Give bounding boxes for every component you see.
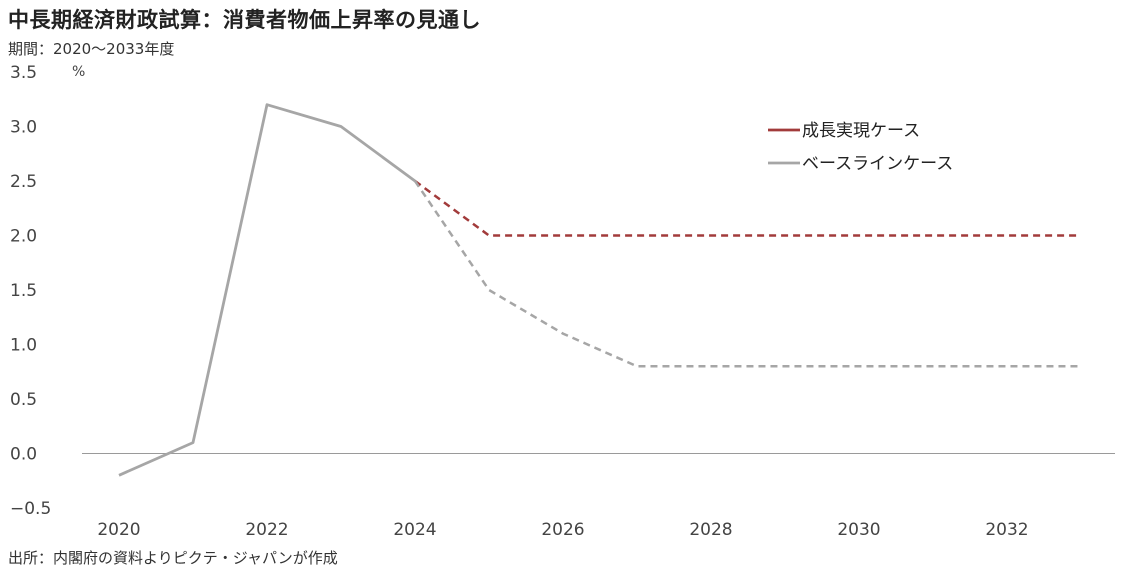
x-tick-label: 2020: [97, 520, 140, 540]
y-tick-label: 1.5: [10, 281, 37, 301]
x-tick-label: 2022: [245, 520, 288, 540]
series-projection-line-0: [414, 179, 1081, 237]
x-tick-label: 2032: [985, 520, 1028, 540]
series-actual-line: [118, 103, 416, 477]
chart-period: 期間：2020～2033年度: [8, 40, 175, 58]
series-projection-line-1: [413, 180, 1081, 368]
x-tick-label: 2030: [837, 520, 880, 540]
x-tick-label: 2028: [689, 520, 732, 540]
y-unit-label: %: [72, 64, 85, 80]
y-tick-label: −0.5: [10, 499, 51, 519]
y-tick-label: 3.5: [10, 63, 37, 83]
x-tick-label: 2026: [541, 520, 584, 540]
source-note: 出所：内閣府の資料よりピクテ・ジャパンが作成: [8, 549, 338, 567]
y-tick-label: 3.0: [10, 118, 37, 138]
y-tick-label: 0.5: [10, 390, 37, 410]
x-axis: 2020 2022 2024 2026 2028 2030 2032: [97, 520, 1028, 540]
y-tick-label: 1.0: [10, 336, 37, 356]
legend-label: ベースラインケース: [802, 154, 953, 174]
chart-title: 中長期経済財政試算：消費者物価上昇率の見通し: [8, 8, 481, 32]
y-tick-label: 2.0: [10, 227, 37, 247]
y-tick-label: 2.5: [10, 172, 37, 192]
x-tick-label: 2024: [393, 520, 436, 540]
y-axis: 3.5 3.0 2.5 2.0 1.5 1.0 0.5 0.0 −0.5%: [10, 63, 1115, 519]
legend-label: 成長実現ケース: [802, 121, 920, 141]
series-lines: [118, 103, 1081, 477]
y-tick-label: 0.0: [10, 445, 37, 465]
